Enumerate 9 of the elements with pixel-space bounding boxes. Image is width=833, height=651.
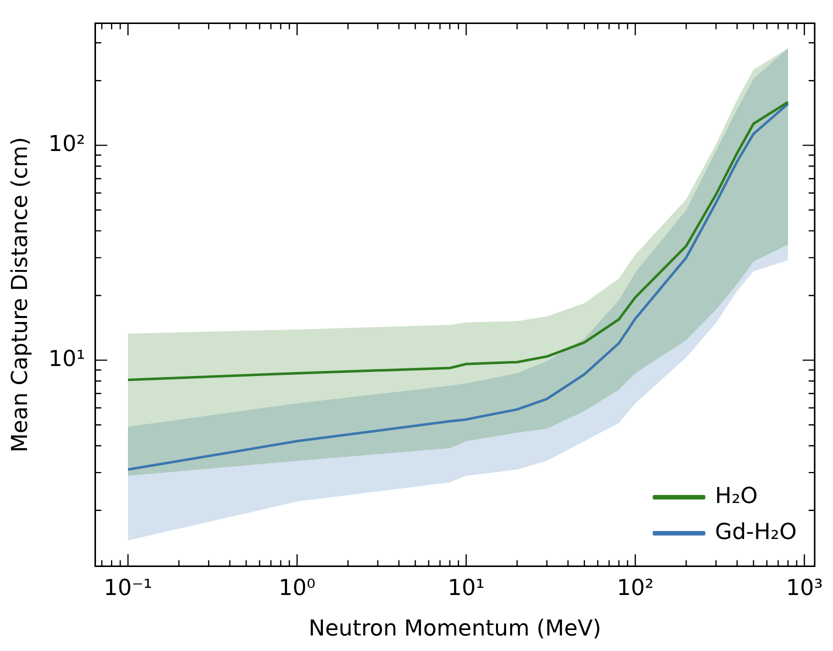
x-tick-label: 10⁰: [278, 576, 316, 602]
legend-label: Gd-H₂O: [715, 520, 797, 545]
x-axis-title: Neutron Momentum (MeV): [308, 616, 602, 642]
legend-label: H₂O: [715, 484, 758, 509]
x-tick-label: 10³: [786, 576, 823, 602]
y-axis-title: Mean Capture Distance (cm): [8, 137, 33, 452]
x-tick-label: 10¹: [448, 576, 485, 602]
x-tick-label: 10²: [616, 576, 654, 602]
x-tick-label: 10⁻¹: [104, 576, 152, 602]
